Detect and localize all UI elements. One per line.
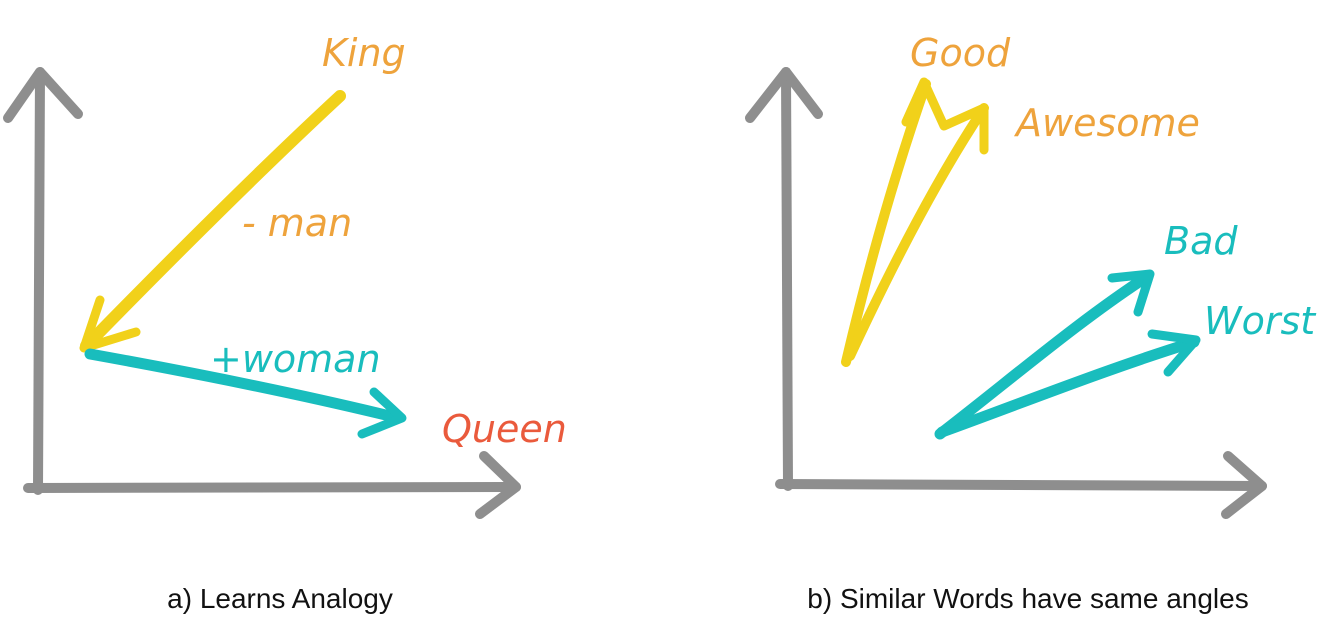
bad-worst-vectors <box>934 269 1201 440</box>
minus-man-vector <box>79 90 346 353</box>
panel-a-axes <box>3 67 521 519</box>
worst-vector-arrowhead <box>1147 329 1201 377</box>
panel-b-y-axis <box>781 67 793 491</box>
plus-woman-vector-shaft <box>84 348 404 424</box>
label-good: Good <box>910 31 1011 75</box>
label-bad: Bad <box>1164 219 1238 263</box>
panel-b-y-axis-arrowhead <box>745 67 823 123</box>
plus-woman-vector-arrowhead <box>357 387 407 439</box>
label-worst: Worst <box>1204 299 1317 343</box>
good-awesome-arrowheads <box>901 77 989 155</box>
plus-woman-vector <box>84 348 407 439</box>
label-minus-man: - man <box>242 201 352 245</box>
minus-man-vector-arrowhead <box>79 295 141 353</box>
panel-a-x-axis <box>23 482 521 493</box>
panel-b-x-axis-arrowhead <box>1221 451 1267 519</box>
awesome-vector-shaft <box>845 103 989 361</box>
bad-vector-arrowhead <box>1107 269 1155 317</box>
label-plus-woman: +woman <box>210 337 381 381</box>
panel-b: Good Awesome Bad Worst b) Similar Words … <box>745 31 1317 614</box>
panel-b-caption: b) Similar Words have same angles <box>807 583 1248 614</box>
label-king: King <box>322 31 406 75</box>
panel-a: King - man +woman Queen a) Learns Analog… <box>3 31 567 614</box>
panel-a-x-axis-arrowhead <box>475 451 521 519</box>
bad-vector-shaft <box>934 270 1154 440</box>
panel-b-x-axis <box>775 479 1267 491</box>
panel-a-y-axis <box>33 67 45 495</box>
label-awesome: Awesome <box>1013 101 1200 145</box>
panel-a-y-axis-arrowhead <box>3 67 83 123</box>
panel-a-caption: a) Learns Analogy <box>167 583 393 614</box>
worst-vector-shaft <box>936 336 1200 438</box>
minus-man-vector-shaft-stroke2 <box>88 104 334 344</box>
good-vector-shaft <box>841 79 931 367</box>
panel-b-axes <box>745 67 1267 519</box>
label-queen: Queen <box>442 407 567 451</box>
good-awesome-vectors <box>841 77 989 367</box>
